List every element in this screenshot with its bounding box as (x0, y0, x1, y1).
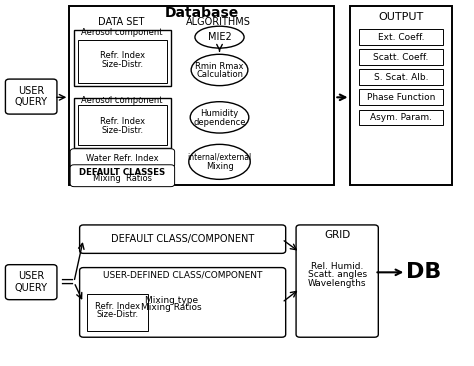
Text: GRID: GRID (324, 230, 350, 240)
Bar (359, 89, 443, 105)
Ellipse shape (191, 54, 248, 86)
Text: Mixing: Mixing (206, 162, 233, 171)
Text: Rmin Rmax: Rmin Rmax (195, 62, 244, 71)
Text: . . . . . . .: . . . . . . . (102, 90, 142, 100)
Text: Mixing Ratios: Mixing Ratios (141, 303, 202, 312)
FancyBboxPatch shape (5, 265, 57, 300)
Text: DATA SET: DATA SET (98, 17, 145, 27)
FancyBboxPatch shape (70, 165, 174, 187)
Text: Size-Distr.: Size-Distr. (101, 60, 143, 69)
Bar (359, 70, 443, 85)
Text: OUTPUT: OUTPUT (378, 12, 424, 22)
Bar (78, 105, 167, 145)
Text: Refr. Index: Refr. Index (100, 117, 145, 126)
Bar (78, 40, 167, 83)
Bar (69, 6, 334, 185)
Text: Water Refr. Index: Water Refr. Index (86, 154, 158, 163)
Text: Ext. Coeff.: Ext. Coeff. (378, 33, 424, 42)
Text: =: = (59, 273, 74, 291)
Text: DEFAULT CLASS/COMPONENT: DEFAULT CLASS/COMPONENT (111, 234, 254, 244)
FancyBboxPatch shape (80, 225, 286, 253)
FancyBboxPatch shape (70, 149, 174, 168)
Text: Database: Database (164, 7, 239, 20)
Text: Size-Distr.: Size-Distr. (96, 310, 138, 319)
Text: USER
QUERY: USER QUERY (14, 86, 47, 107)
FancyBboxPatch shape (5, 79, 57, 114)
Text: Size-Distr.: Size-Distr. (101, 126, 143, 135)
Bar (350, 6, 452, 185)
Text: USER
QUERY: USER QUERY (14, 271, 47, 293)
FancyBboxPatch shape (296, 225, 378, 337)
Bar (74, 98, 171, 148)
Text: Aerosol component: Aerosol component (82, 28, 163, 37)
Bar (87, 294, 148, 330)
Text: MIE2: MIE2 (208, 32, 231, 42)
FancyBboxPatch shape (80, 268, 286, 337)
Text: S. Scat. Alb.: S. Scat. Alb. (374, 73, 428, 82)
Text: Asym. Param.: Asym. Param. (370, 113, 432, 122)
Bar (359, 29, 443, 45)
Text: DEFAULT CLASSES: DEFAULT CLASSES (79, 168, 165, 176)
Ellipse shape (195, 26, 244, 48)
Ellipse shape (189, 144, 250, 179)
Text: Rel. Humid.: Rel. Humid. (311, 262, 364, 270)
Text: Scatt. Coeff.: Scatt. Coeff. (374, 53, 428, 62)
Text: internal/external: internal/external (187, 153, 252, 162)
Text: Mixing type: Mixing type (145, 296, 198, 305)
Text: Wavelengths: Wavelengths (308, 279, 366, 288)
Bar (359, 109, 443, 125)
Text: Aerosol component: Aerosol component (82, 96, 163, 105)
Bar (359, 49, 443, 65)
Text: Refr. Index: Refr. Index (95, 302, 140, 311)
Text: Phase Function: Phase Function (367, 93, 435, 102)
Text: dependence: dependence (193, 117, 246, 127)
Text: Calculation: Calculation (196, 70, 243, 79)
Text: Mixing  Ratios: Mixing Ratios (92, 174, 152, 183)
Text: DB: DB (406, 262, 441, 282)
Text: Refr. Index: Refr. Index (100, 51, 145, 60)
Text: Humidity: Humidity (201, 109, 238, 118)
Text: USER-DEFINED CLASS/COMPONENT: USER-DEFINED CLASS/COMPONENT (103, 270, 262, 279)
Text: ALGORITHMS: ALGORITHMS (186, 17, 251, 27)
Bar (74, 30, 171, 86)
Text: Scatt. angles: Scatt. angles (308, 270, 367, 279)
Ellipse shape (190, 102, 249, 133)
